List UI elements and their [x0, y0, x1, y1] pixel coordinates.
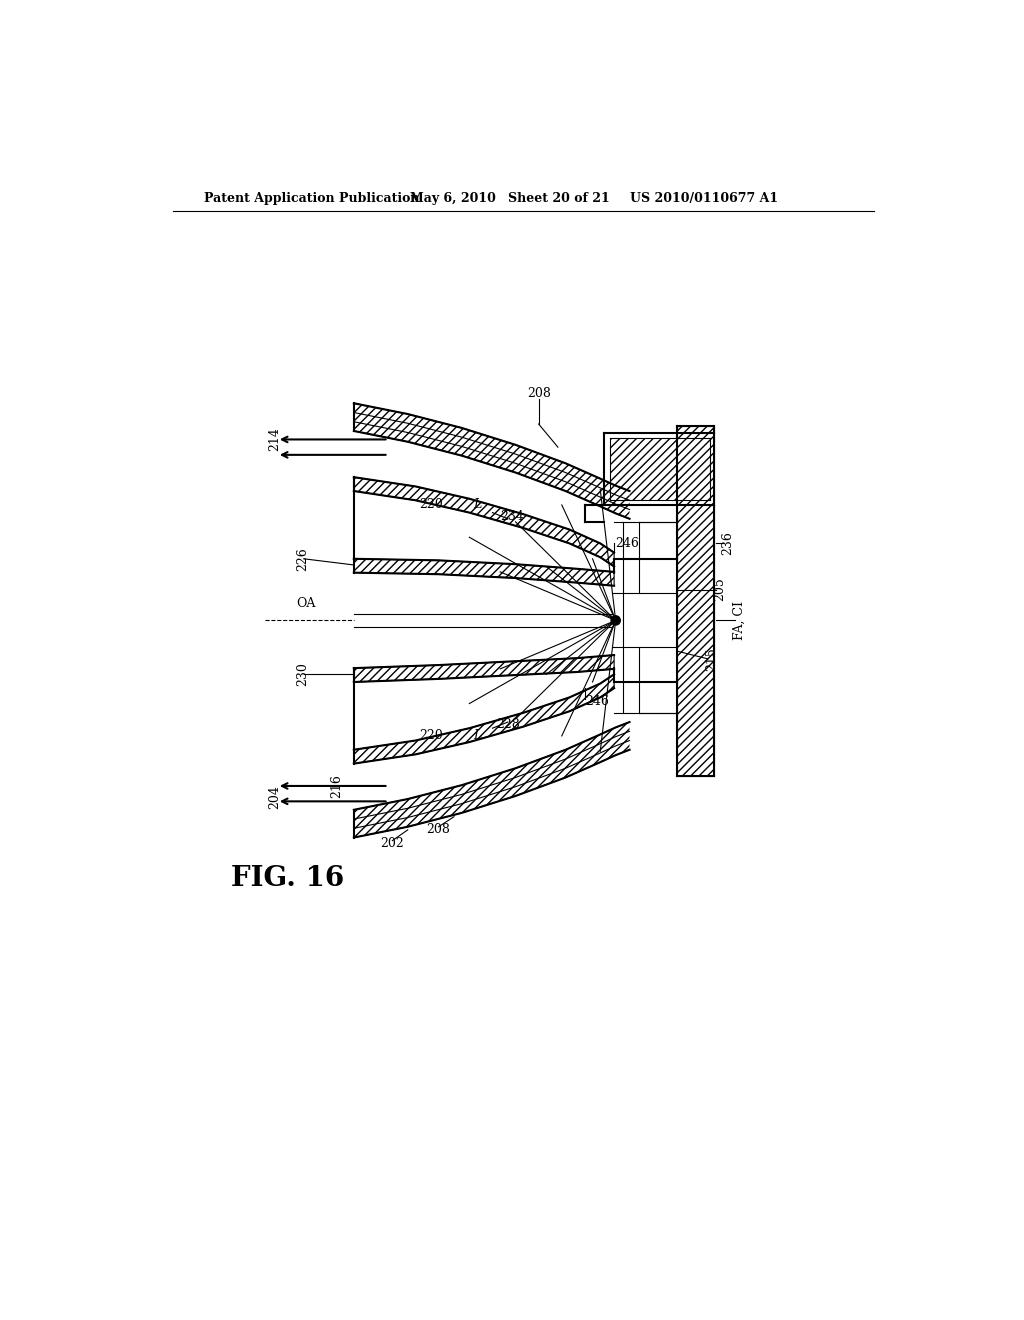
- Text: L: L: [473, 499, 481, 511]
- Text: 215: 215: [706, 647, 719, 671]
- Polygon shape: [354, 675, 614, 763]
- Text: L: L: [473, 730, 481, 742]
- Text: 204: 204: [267, 785, 281, 809]
- Text: 214: 214: [267, 428, 281, 451]
- Text: 208: 208: [427, 824, 451, 837]
- Text: 220: 220: [419, 499, 442, 511]
- Text: FA, CI: FA, CI: [732, 601, 745, 640]
- Text: 246: 246: [585, 694, 608, 708]
- Polygon shape: [354, 558, 614, 586]
- Text: 230: 230: [296, 663, 309, 686]
- Polygon shape: [677, 426, 714, 776]
- Text: US 2010/0110677 A1: US 2010/0110677 A1: [630, 191, 777, 205]
- Text: 216: 216: [331, 774, 343, 797]
- Text: May 6, 2010: May 6, 2010: [410, 191, 496, 205]
- Text: Patent Application Publication: Patent Application Publication: [204, 191, 419, 205]
- Polygon shape: [354, 404, 630, 519]
- Text: 246: 246: [615, 537, 640, 550]
- Polygon shape: [609, 438, 710, 500]
- Polygon shape: [354, 478, 614, 566]
- Text: 236: 236: [721, 532, 734, 556]
- Text: Sheet 20 of 21: Sheet 20 of 21: [508, 191, 609, 205]
- Polygon shape: [354, 655, 614, 682]
- Text: OA: OA: [296, 597, 315, 610]
- Text: 228: 228: [496, 718, 520, 731]
- Text: 226: 226: [296, 546, 309, 570]
- Text: 220: 220: [419, 730, 442, 742]
- Text: 234: 234: [500, 510, 523, 523]
- Text: FIG. 16: FIG. 16: [230, 865, 344, 892]
- Text: 208: 208: [526, 387, 551, 400]
- Text: 205: 205: [713, 578, 726, 602]
- Circle shape: [611, 615, 621, 626]
- Text: 202: 202: [381, 837, 404, 850]
- Polygon shape: [354, 722, 630, 838]
